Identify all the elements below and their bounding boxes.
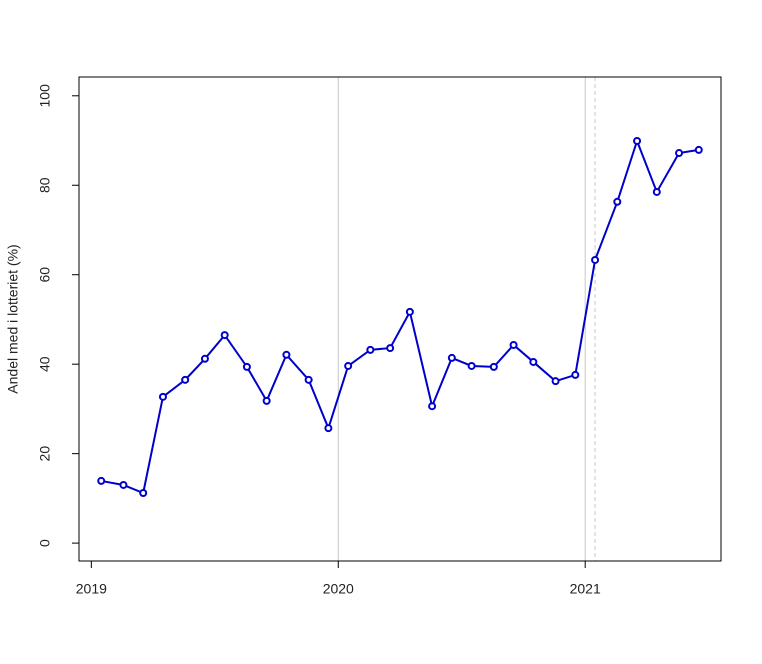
y-tick-label: 60 — [37, 267, 53, 283]
data-point — [386, 344, 395, 353]
data-point — [571, 370, 580, 379]
data-point — [652, 187, 661, 196]
data-point — [591, 255, 600, 264]
data-point — [97, 476, 106, 485]
data-point — [405, 307, 414, 316]
data-line — [101, 137, 699, 495]
data-point — [282, 350, 291, 359]
data-point — [428, 402, 437, 411]
data-point — [139, 489, 148, 498]
x-tick-label: 2021 — [570, 581, 601, 597]
data-point — [694, 145, 703, 154]
y-tick-label: 0 — [37, 539, 53, 547]
y-tick-label: 100 — [37, 84, 53, 108]
data-point — [366, 345, 375, 354]
data-point — [447, 353, 456, 362]
data-point — [633, 136, 642, 145]
data-point — [181, 375, 190, 384]
data-point — [324, 424, 333, 433]
data-point — [220, 331, 229, 340]
data-point — [158, 392, 167, 401]
data-point — [613, 197, 622, 206]
data-point — [551, 377, 560, 386]
y-axis-label: Andel med i lotteriet (%) — [5, 244, 21, 393]
y-tick-label: 40 — [37, 356, 53, 372]
data-point — [344, 361, 353, 370]
data-point — [119, 480, 128, 489]
data-point — [489, 362, 498, 371]
data-point — [529, 357, 538, 366]
y-tick-label: 20 — [37, 446, 53, 462]
data-point — [242, 362, 251, 371]
data-point — [262, 396, 271, 405]
x-tick-label: 2020 — [323, 581, 354, 597]
data-point — [675, 149, 684, 158]
data-point — [467, 361, 476, 370]
y-tick-label: 80 — [37, 177, 53, 193]
x-tick-label: 2019 — [76, 581, 107, 597]
data-point — [200, 354, 209, 363]
data-point — [509, 340, 518, 349]
data-point — [304, 375, 313, 384]
